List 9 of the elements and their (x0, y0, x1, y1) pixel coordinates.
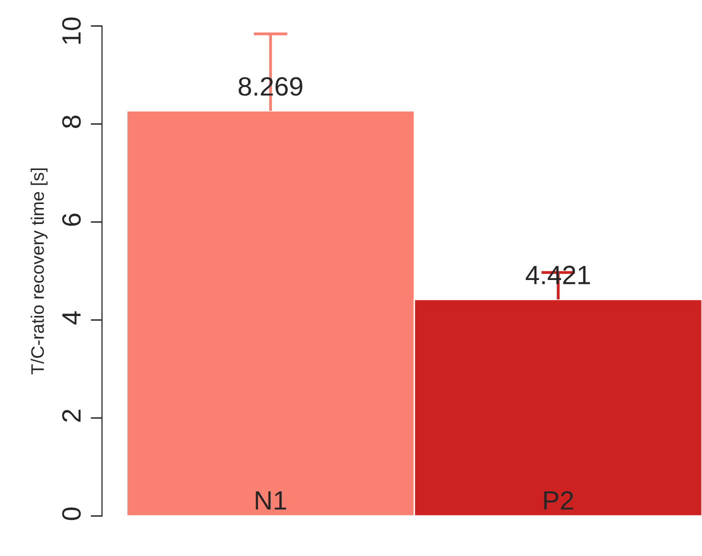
y-tick-label: 2 (62, 410, 81, 422)
y-axis-title: T/C-ratio recovery time [s] (30, 168, 48, 374)
y-tick-label: 8 (62, 116, 81, 128)
y-tick-label: 6 (62, 214, 81, 226)
y-tick-label: 4 (62, 311, 81, 325)
y-tick-label: 10 (62, 17, 81, 44)
x-tick-label: N1 (256, 491, 286, 510)
x-tick-label: P2 (544, 491, 573, 510)
y-tick-label: 0 (62, 507, 81, 520)
